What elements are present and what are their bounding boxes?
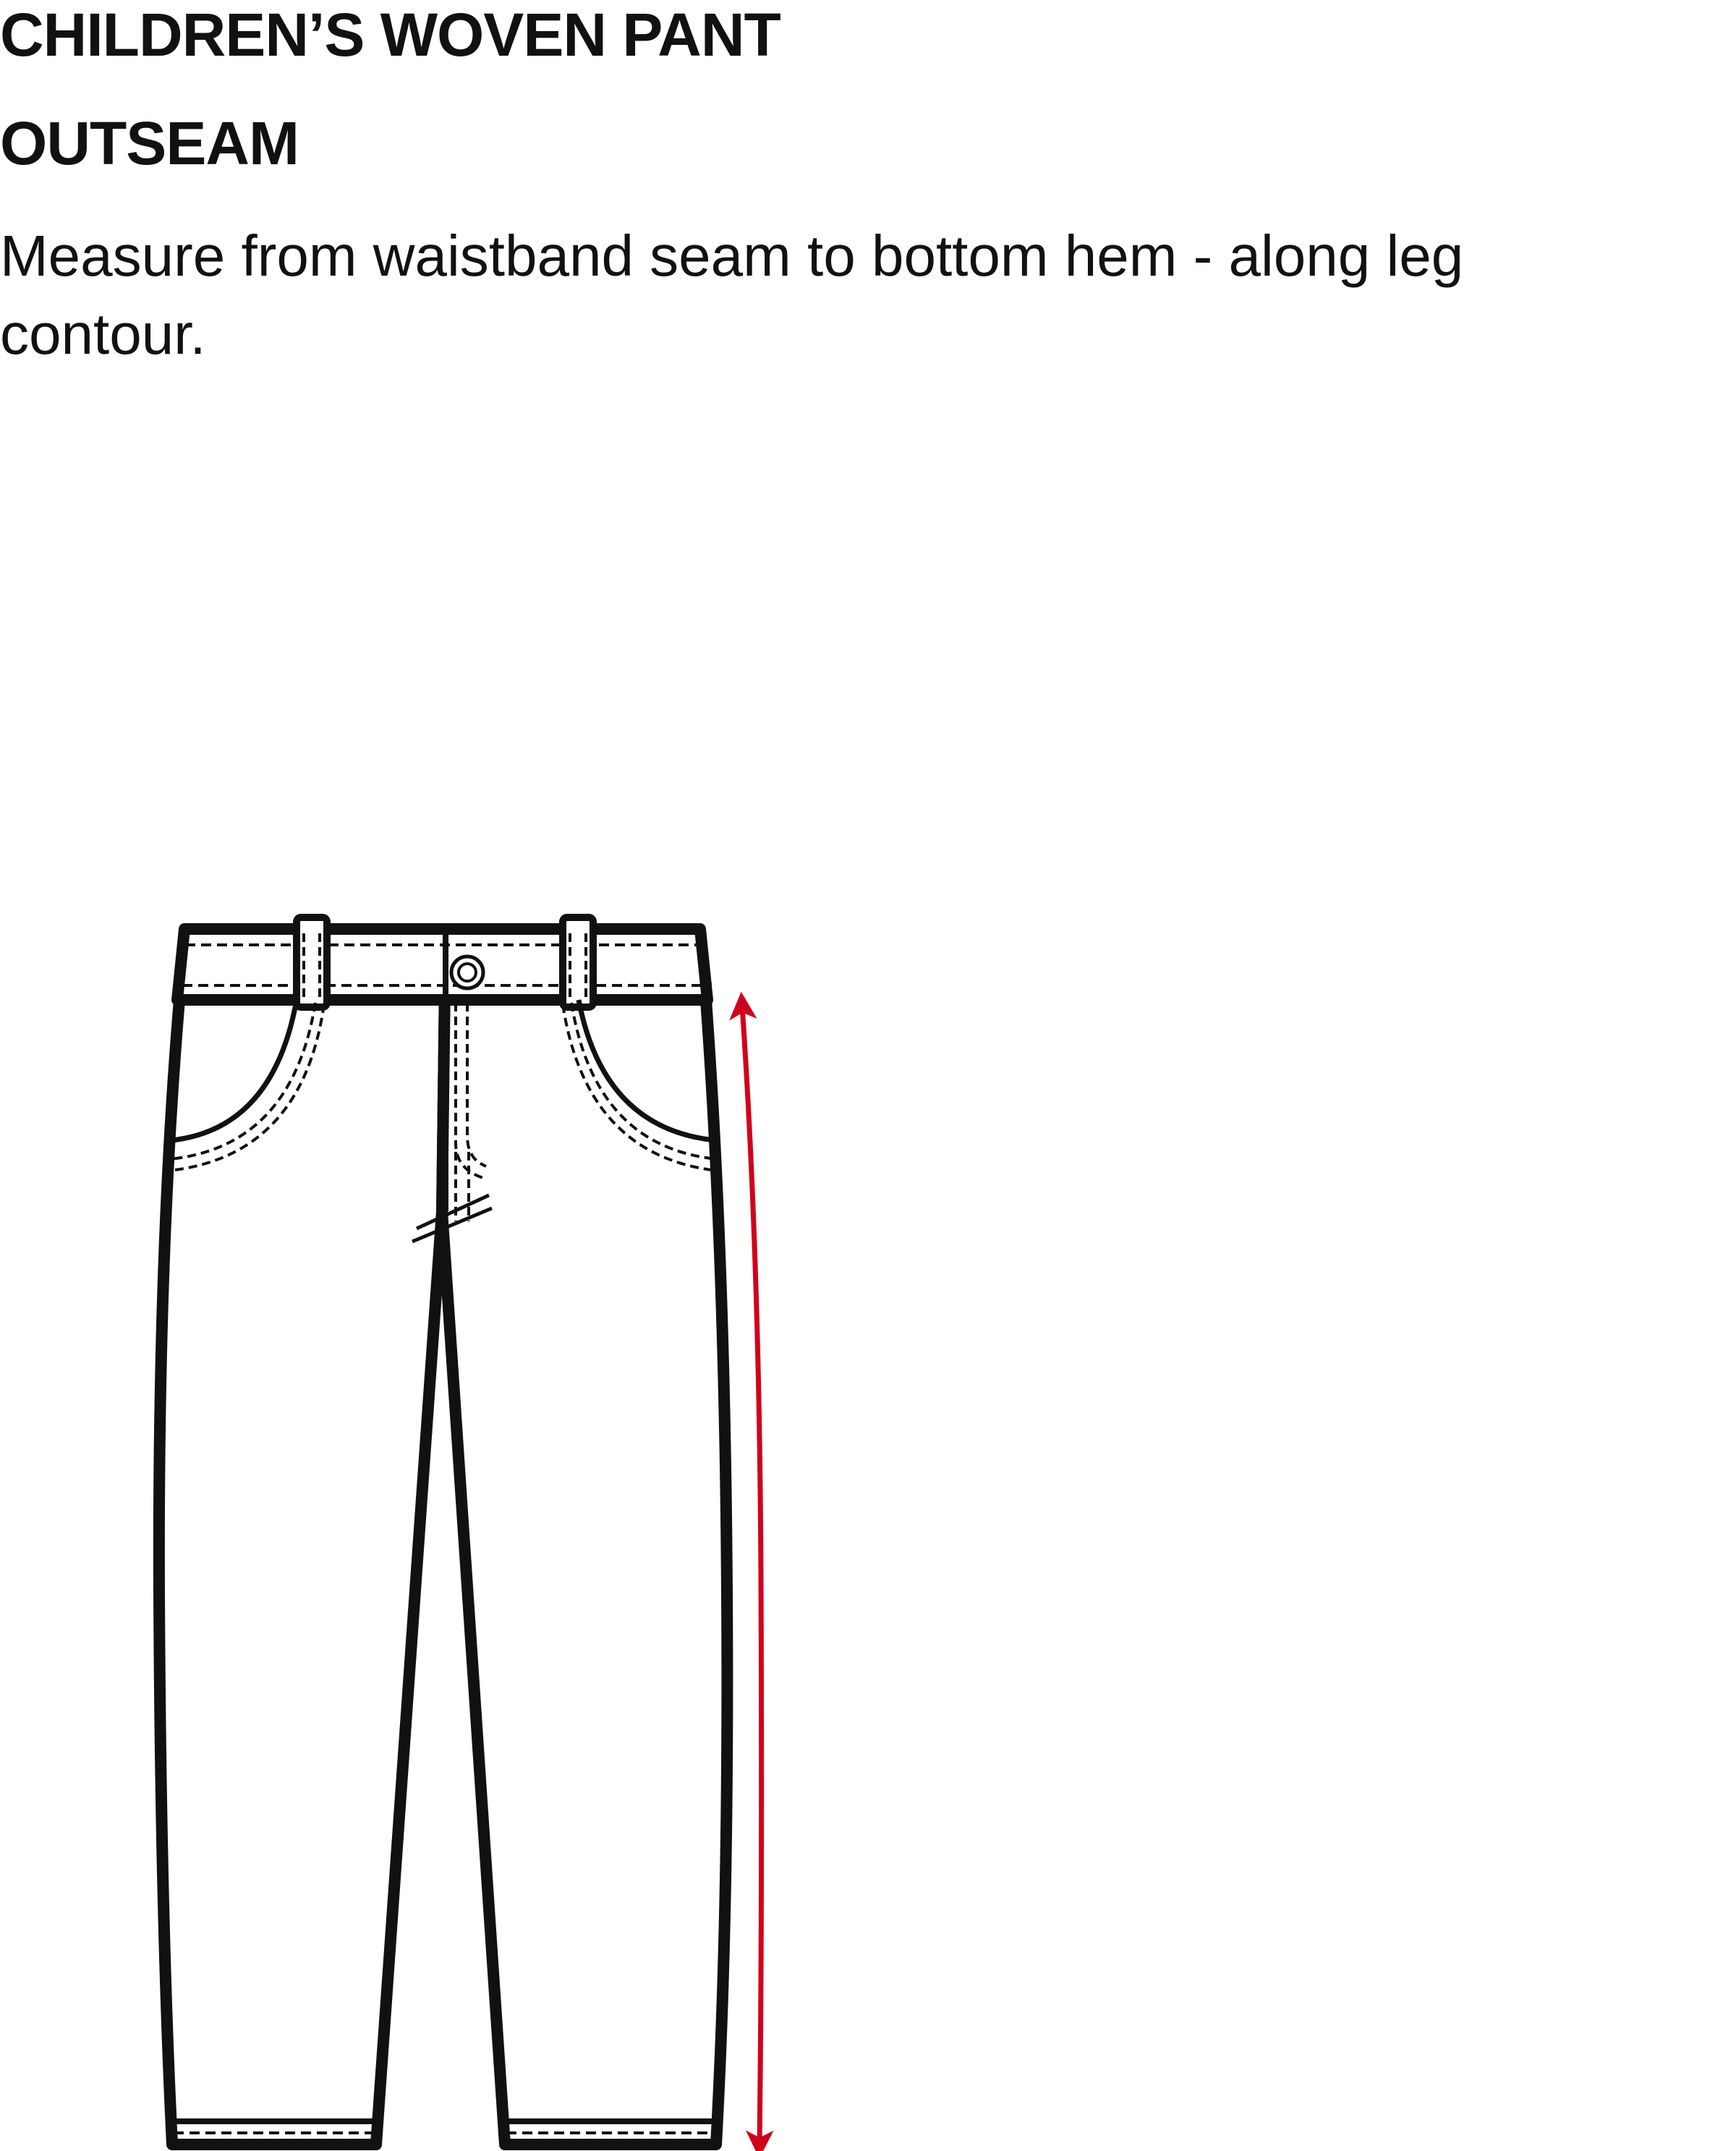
front-pockets [169, 999, 718, 1172]
waist-button [449, 954, 485, 990]
measurement-name: OUTSEAM [0, 109, 299, 177]
belt-loops [293, 914, 597, 1011]
belt-loop-left [293, 914, 331, 1011]
pants-outline [153, 978, 733, 2150]
measurement-instruction: Measure from waistband seam to bottom he… [0, 224, 1464, 366]
hems [170, 2118, 718, 2134]
waistband [171, 923, 713, 1006]
garment-title: CHILDREN’S WOVEN PANT [0, 1, 781, 69]
pocket-left [171, 999, 299, 1143]
belt-loop-right [559, 914, 597, 1011]
pocket-right [576, 999, 715, 1143]
outseam-measure-arrow [729, 991, 774, 2151]
right-leg [436, 978, 733, 2150]
fly [412, 930, 493, 1244]
pants-diagram [153, 914, 774, 2151]
left-leg [153, 978, 451, 2150]
